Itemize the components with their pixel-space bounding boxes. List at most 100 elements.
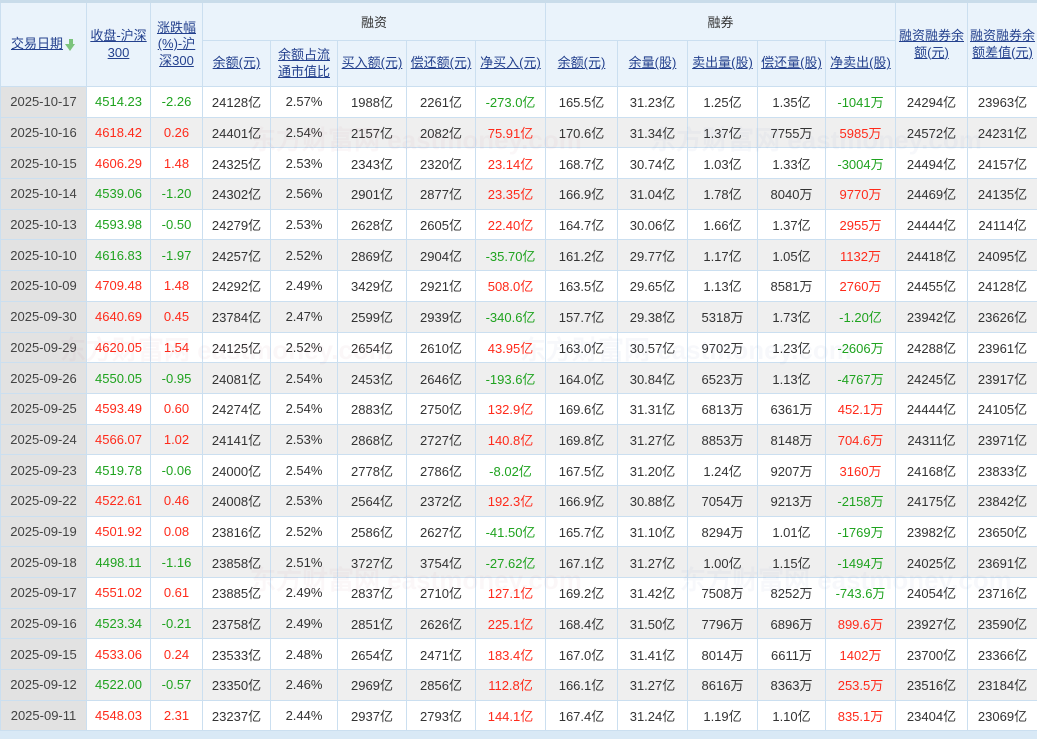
rzrq-balance-diff-cell: 24128亿 xyxy=(967,270,1037,302)
table-row: 2025-09-19 4501.92 0.08 23816亿 2.52% 2586亿 262… xyxy=(0,515,1037,548)
rz-repay-cell: 2605亿 xyxy=(406,208,476,241)
close-cell: 4533.06 xyxy=(86,638,151,671)
rq-net-sell-cell: -1041万 xyxy=(825,86,896,118)
rq-volume-cell: 30.88亿 xyxy=(617,484,688,517)
rz-repay-cell: 2793亿 xyxy=(406,699,476,732)
rzrq-balance-cell: 23516亿 xyxy=(895,669,968,701)
table-row: 2025-09-12 4522.00 -0.57 23350亿 2.46% 2969亿 28… xyxy=(0,669,1037,701)
col-header-rz-balance[interactable]: 余额(元) xyxy=(202,40,271,87)
rz-balance-cell: 24292亿 xyxy=(202,270,271,302)
rz-balance-ratio-cell: 2.49% xyxy=(270,577,338,609)
rzrq-balance-cell: 24294亿 xyxy=(895,86,968,118)
rzrq-balance-cell: 23982亿 xyxy=(895,515,968,548)
rz-balance-cell: 23237亿 xyxy=(202,699,271,732)
rzrq-balance-cell: 23700亿 xyxy=(895,638,968,671)
change-pct-cell: 0.61 xyxy=(150,577,203,609)
rq-volume-cell: 31.42亿 xyxy=(617,577,688,609)
change-pct-cell: 1.02 xyxy=(150,423,203,456)
rz-buy-cell: 2157亿 xyxy=(337,116,407,149)
table-row: 2025-10-13 4593.98 -0.50 24279亿 2.53% 2628亿 26… xyxy=(0,208,1037,241)
col-header-rq-volume[interactable]: 余量(股) xyxy=(617,40,688,87)
rq-balance-cell: 166.1亿 xyxy=(545,669,618,701)
date-cell: 2025-09-23 xyxy=(0,454,87,486)
rq-volume-cell: 31.31亿 xyxy=(617,392,688,425)
rq-net-sell-cell: -4767万 xyxy=(825,362,896,394)
rzrq-balance-diff-cell: 23971亿 xyxy=(967,423,1037,456)
col-header-rz-balance-ratio[interactable]: 余额占流通市值比 xyxy=(270,40,338,87)
rz-buy-cell: 2586亿 xyxy=(337,515,407,548)
col-header-rq-sell-volume[interactable]: 卖出量(股) xyxy=(687,40,758,87)
rq-repay-volume-cell: 9207万 xyxy=(757,454,826,486)
change-pct-cell: 0.24 xyxy=(150,638,203,671)
close-cell: 4522.61 xyxy=(86,484,151,517)
rz-balance-ratio-cell: 2.52% xyxy=(270,239,338,272)
rzrq-balance-cell: 24054亿 xyxy=(895,577,968,609)
close-cell: 4618.42 xyxy=(86,116,151,149)
rz-net-buy-cell: -8.02亿 xyxy=(475,454,546,486)
rz-net-buy-cell: 183.4亿 xyxy=(475,638,546,671)
col-header-rz-net-buy[interactable]: 净买入(元) xyxy=(475,40,546,87)
rz-balance-cell: 23350亿 xyxy=(202,669,271,701)
col-header-rzrq-balance[interactable]: 融资融券余额(元) xyxy=(895,1,968,87)
rq-sell-volume-cell: 1.03亿 xyxy=(687,147,758,180)
rzrq-balance-cell: 24469亿 xyxy=(895,178,968,210)
rzrq-balance-diff-cell: 23626亿 xyxy=(967,300,1037,333)
rz-net-buy-cell: -340.6亿 xyxy=(475,300,546,333)
rq-net-sell-cell: 1402万 xyxy=(825,638,896,671)
change-pct-cell: 0.60 xyxy=(150,392,203,425)
rz-buy-cell: 2654亿 xyxy=(337,638,407,671)
rq-volume-cell: 29.38亿 xyxy=(617,300,688,333)
rq-balance-cell: 166.9亿 xyxy=(545,178,618,210)
rq-balance-cell: 157.7亿 xyxy=(545,300,618,333)
rzrq-balance-cell: 23942亿 xyxy=(895,300,968,333)
col-header-change-pct[interactable]: 涨跌幅(%)-沪深300 xyxy=(150,1,203,87)
date-cell: 2025-09-11 xyxy=(0,699,87,732)
close-cell: 4548.03 xyxy=(86,699,151,732)
rz-buy-cell: 2599亿 xyxy=(337,300,407,333)
rz-net-buy-cell: 140.8亿 xyxy=(475,423,546,456)
rq-balance-cell: 165.7亿 xyxy=(545,515,618,548)
col-header-trade-date[interactable]: 交易日期 xyxy=(0,1,87,87)
rq-balance-cell: 164.0亿 xyxy=(545,362,618,394)
rq-net-sell-cell: 3160万 xyxy=(825,454,896,486)
rq-volume-cell: 30.57亿 xyxy=(617,331,688,364)
date-cell: 2025-09-19 xyxy=(0,515,87,548)
rzrq-balance-diff-cell: 23833亿 xyxy=(967,454,1037,486)
rq-repay-volume-cell: 1.73亿 xyxy=(757,300,826,333)
rz-repay-cell: 2372亿 xyxy=(406,484,476,517)
rq-sell-volume-cell: 7054万 xyxy=(687,484,758,517)
rq-repay-volume-cell: 7755万 xyxy=(757,116,826,149)
col-header-rz-buy[interactable]: 买入额(元) xyxy=(337,40,407,87)
col-header-rz-repay[interactable]: 偿还额(元) xyxy=(406,40,476,87)
rq-repay-volume-cell: 8581万 xyxy=(757,270,826,302)
close-cell: 4620.05 xyxy=(86,331,151,364)
rq-repay-volume-cell: 1.23亿 xyxy=(757,331,826,364)
rq-repay-volume-cell: 1.15亿 xyxy=(757,546,826,578)
rzrq-balance-cell: 24455亿 xyxy=(895,270,968,302)
rz-repay-cell: 2627亿 xyxy=(406,515,476,548)
rq-sell-volume-cell: 8853万 xyxy=(687,423,758,456)
rq-net-sell-cell: -2158万 xyxy=(825,484,896,517)
rz-buy-cell: 2628亿 xyxy=(337,208,407,241)
rq-volume-cell: 31.04亿 xyxy=(617,178,688,210)
col-header-rq-repay-volume[interactable]: 偿还量(股) xyxy=(757,40,826,87)
col-header-rq-net-sell[interactable]: 净卖出(股) xyxy=(825,40,896,87)
rz-balance-ratio-cell: 2.49% xyxy=(270,270,338,302)
rq-balance-cell: 167.0亿 xyxy=(545,638,618,671)
rz-balance-ratio-cell: 2.53% xyxy=(270,484,338,517)
rz-balance-cell: 24128亿 xyxy=(202,86,271,118)
rq-sell-volume-cell: 1.00亿 xyxy=(687,546,758,578)
close-cell: 4522.00 xyxy=(86,669,151,701)
date-cell: 2025-09-29 xyxy=(0,331,87,364)
change-pct-cell: -1.97 xyxy=(150,239,203,272)
col-header-rzrq-balance-diff[interactable]: 融资融券余额差值(元) xyxy=(967,1,1037,87)
change-pct-cell: -1.20 xyxy=(150,178,203,210)
rz-repay-cell: 2904亿 xyxy=(406,239,476,272)
rq-repay-volume-cell: 1.10亿 xyxy=(757,699,826,732)
change-pct-cell: 0.08 xyxy=(150,515,203,548)
change-pct-cell: 0.45 xyxy=(150,300,203,333)
col-header-rq-balance[interactable]: 余额(元) xyxy=(545,40,618,87)
rz-balance-cell: 24401亿 xyxy=(202,116,271,149)
change-pct-cell: -0.50 xyxy=(150,208,203,241)
col-header-close[interactable]: 收盘-沪深300 xyxy=(86,1,151,87)
